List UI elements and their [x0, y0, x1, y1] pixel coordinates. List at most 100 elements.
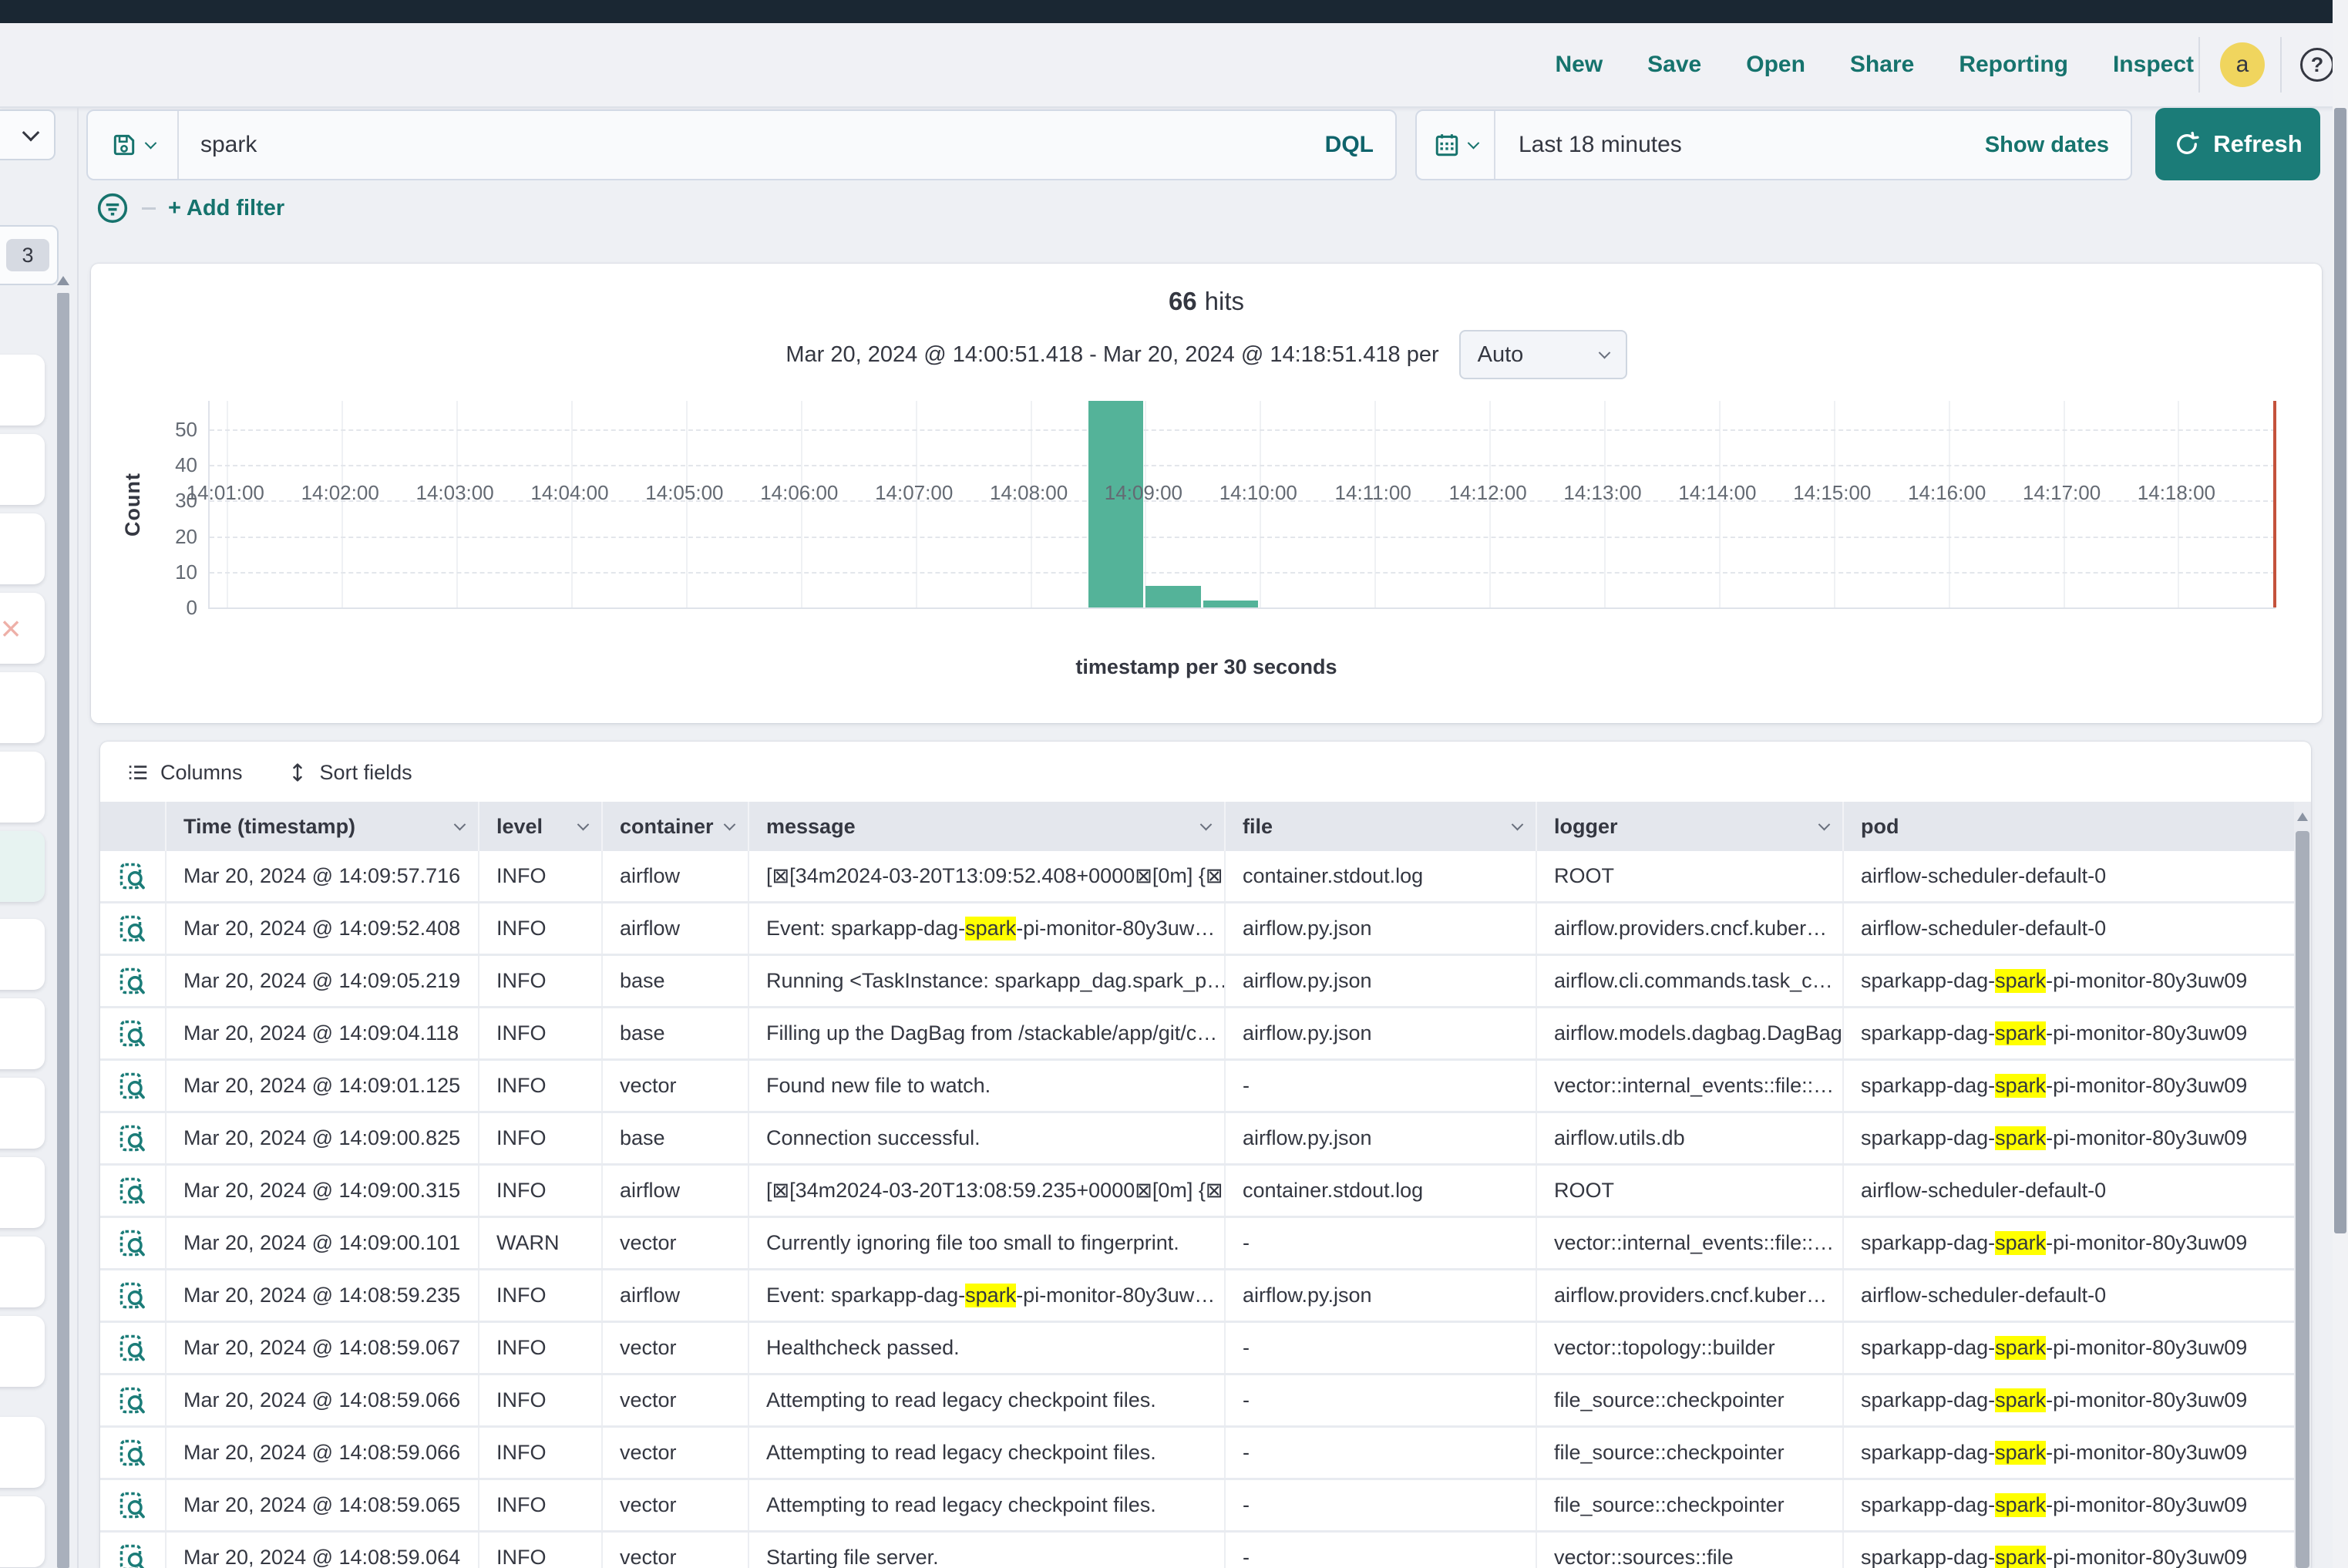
- cell-container: airflow: [601, 1270, 748, 1321]
- column-header-message[interactable]: message: [748, 802, 1224, 851]
- clipped-field-item[interactable]: [0, 672, 45, 743]
- scroll-up-arrow-icon[interactable]: [57, 276, 69, 285]
- expand-document-button[interactable]: [100, 1480, 165, 1530]
- clipped-field-item[interactable]: [0, 513, 45, 584]
- sidebar-fields-badge-box[interactable]: 3: [0, 225, 59, 285]
- saved-query-menu-button[interactable]: [88, 111, 179, 179]
- expand-document-button[interactable]: [100, 956, 165, 1006]
- cell-pod: airflow-scheduler-default-0: [1842, 1270, 2294, 1321]
- clipped-field-item[interactable]: [0, 998, 45, 1069]
- column-header-level[interactable]: level: [478, 802, 601, 851]
- expand-document-button[interactable]: [100, 1166, 165, 1216]
- column-header-pod[interactable]: pod: [1842, 802, 2294, 851]
- expand-document-button[interactable]: [100, 1375, 165, 1425]
- cell-container: vector: [601, 1533, 748, 1568]
- search-query-input[interactable]: [179, 132, 1304, 158]
- cell-logger: file_source::checkpointer: [1536, 1375, 1842, 1425]
- histogram-panel: 66 hits Mar 20, 2024 @ 14:00:51.418 - Ma…: [91, 264, 2322, 723]
- sidebar-collapse-button[interactable]: [0, 109, 56, 160]
- query-language-button[interactable]: DQL: [1304, 132, 1395, 158]
- help-icon[interactable]: ?: [2300, 48, 2334, 82]
- table-row: Mar 20, 2024 @ 14:08:59.235INFOairflowEv…: [100, 1270, 2294, 1323]
- filter-bar: + Add filter: [96, 188, 284, 228]
- expand-document-button[interactable]: [100, 1061, 165, 1111]
- sort-fields-button-label: Sort fields: [320, 761, 412, 785]
- refresh-button[interactable]: Refresh: [2155, 108, 2320, 180]
- cell-time: Mar 20, 2024 @ 14:09:04.118: [165, 1008, 478, 1058]
- y-axis-tick-label: 50: [136, 418, 197, 442]
- horizontal-gridline: [210, 572, 2276, 574]
- scroll-up-arrow-icon[interactable]: [2297, 813, 2308, 821]
- histogram-plot[interactable]: 01020304050: [208, 401, 2276, 609]
- column-header-container[interactable]: container: [601, 802, 748, 851]
- nav-link-inspect[interactable]: Inspect: [2113, 52, 2194, 78]
- clipped-field-item-remove[interactable]: ×: [0, 593, 45, 664]
- expand-document-button[interactable]: [100, 903, 165, 954]
- cell-message: Event: sparkapp-dag-spark-pi-monitor-80y…: [748, 903, 1224, 954]
- column-header-file[interactable]: file: [1224, 802, 1536, 851]
- table-row: Mar 20, 2024 @ 14:08:59.065INFOvectorAtt…: [100, 1480, 2294, 1533]
- expand-document-button[interactable]: [100, 1218, 165, 1268]
- highlighted-term: spark: [1995, 1021, 2046, 1045]
- nav-link-reporting[interactable]: Reporting: [1959, 52, 2068, 78]
- column-header-logger[interactable]: logger: [1536, 802, 1842, 851]
- add-filter-button[interactable]: + Add filter: [168, 196, 284, 221]
- highlighted-term: spark: [1995, 1074, 2046, 1098]
- interval-select[interactable]: Auto: [1459, 330, 1627, 379]
- cell-level: INFO: [478, 1008, 601, 1058]
- cell-message: Running <TaskInstance: sparkapp_dag.spar…: [748, 956, 1224, 1006]
- table-header-row: Time (timestamp)level container messagefil…: [100, 802, 2294, 851]
- avatar[interactable]: a: [2220, 42, 2265, 87]
- column-header-time-timestamp-[interactable]: Time (timestamp): [165, 802, 478, 851]
- cell-logger: vector::topology::builder: [1536, 1323, 1842, 1373]
- column-header-label: container: [620, 815, 714, 839]
- horizontal-gridline: [210, 537, 2276, 538]
- date-picker-menu-button[interactable]: [1417, 111, 1495, 179]
- sidebar-scrollbar[interactable]: [57, 293, 69, 1568]
- histogram-bar[interactable]: [1145, 586, 1200, 607]
- expand-document-button[interactable]: [100, 1113, 165, 1163]
- x-axis-tick-label: 14:13:00: [1541, 481, 1664, 505]
- expand-document-button[interactable]: [100, 1008, 165, 1058]
- chevron-down-icon: [144, 136, 156, 149]
- cell-time: Mar 20, 2024 @ 14:08:59.067: [165, 1323, 478, 1373]
- table-scrollbar-thumb[interactable]: [2296, 831, 2309, 1568]
- clipped-field-item[interactable]: [0, 752, 45, 823]
- cell-file: airflow.py.json: [1224, 903, 1536, 954]
- clipped-field-item[interactable]: [0, 1078, 45, 1149]
- sidebar-divider: [77, 108, 79, 1568]
- cell-level: INFO: [478, 1375, 601, 1425]
- hits-line: 66 hits: [91, 287, 2322, 316]
- inspect-document-icon: [117, 861, 148, 892]
- expand-document-button[interactable]: [100, 1323, 165, 1373]
- page-scrollbar-thumb[interactable]: [2334, 108, 2346, 1233]
- x-axis-tick-label: 14:07:00: [853, 481, 976, 505]
- columns-button[interactable]: Columns: [126, 761, 243, 785]
- expand-document-button[interactable]: [100, 1428, 165, 1478]
- time-range-value[interactable]: Last 18 minutes: [1495, 132, 1985, 158]
- filter-icon[interactable]: [96, 191, 130, 225]
- inspect-document-icon: [117, 1385, 148, 1416]
- expand-document-button[interactable]: [100, 851, 165, 901]
- expand-document-button[interactable]: [100, 1533, 165, 1568]
- clipped-field-item[interactable]: [0, 1417, 45, 1488]
- clipped-field-item[interactable]: [0, 434, 45, 505]
- clipped-field-item[interactable]: [0, 1237, 45, 1307]
- chevron-down-icon: [1200, 818, 1213, 830]
- nav-link-open[interactable]: Open: [1746, 52, 1805, 78]
- nav-link-share[interactable]: Share: [1850, 52, 1914, 78]
- sort-fields-button[interactable]: Sort fields: [286, 761, 412, 785]
- show-dates-button[interactable]: Show dates: [1985, 133, 2131, 158]
- cell-container: airflow: [601, 851, 748, 901]
- nav-link-save[interactable]: Save: [1647, 52, 1701, 78]
- nav-link-new[interactable]: New: [1555, 52, 1603, 78]
- clipped-field-item[interactable]: [0, 1496, 45, 1567]
- clipped-field-item[interactable]: [0, 355, 45, 426]
- histogram-bar[interactable]: [1203, 601, 1258, 607]
- clipped-field-item[interactable]: [0, 919, 45, 990]
- expand-document-button[interactable]: [100, 1270, 165, 1321]
- clipped-field-item[interactable]: [0, 1316, 45, 1387]
- clipped-field-item[interactable]: [0, 1157, 45, 1228]
- chevron-down-icon: [724, 818, 736, 830]
- clipped-field-item[interactable]: [0, 831, 45, 902]
